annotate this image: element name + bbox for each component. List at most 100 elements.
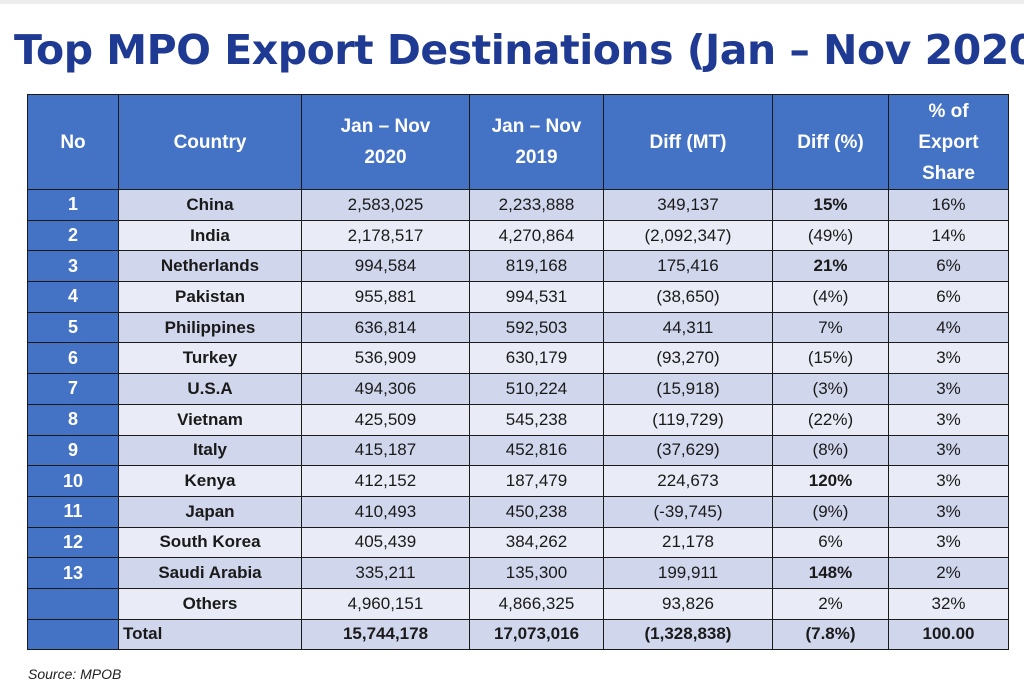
cell-country: Philippines <box>118 311 302 344</box>
cell-no: 9 <box>27 434 119 467</box>
cell-no: 10 <box>27 465 119 497</box>
cell-no: 3 <box>27 250 119 283</box>
cell-y2019: 384,262 <box>469 526 604 559</box>
cell-country: Saudi Arabia <box>118 557 302 589</box>
cell-diff-pct: (49%) <box>772 219 889 252</box>
cell-diff-mt: 175,416 <box>603 250 773 283</box>
cell-country: Netherlands <box>118 250 302 283</box>
cell-diff-pct: (4%) <box>772 281 889 313</box>
total-diff-mt: (1,328,838) <box>603 618 773 651</box>
cell-country: Italy <box>118 434 302 467</box>
header-diff-mt: Diff (MT) <box>603 94 773 190</box>
cell-diff-pct: 2% <box>772 587 889 620</box>
cell-no: 6 <box>27 342 119 375</box>
cell-country: Vietnam <box>118 403 302 436</box>
header-2019: Jan – Nov 2019 <box>469 94 604 190</box>
cell-share: 6% <box>888 281 1009 313</box>
cell-diff-mt: 199,911 <box>603 557 773 589</box>
table-row: 12 South Korea 405,439 384,262 21,178 6% 3% <box>27 526 1009 559</box>
total-y2020: 15,744,178 <box>301 618 470 651</box>
cell-no: 1 <box>27 189 119 221</box>
cell-diff-mt: (15,918) <box>603 373 773 405</box>
cell-diff-pct: 21% <box>772 250 889 283</box>
cell-y2020: 955,881 <box>301 281 470 313</box>
source-note: Source: MPOB <box>28 666 122 682</box>
table-header-row: No Country Jan – Nov 2020 Jan – Nov 2019 D… <box>27 94 1009 190</box>
cell-share: 6% <box>888 250 1009 283</box>
cell-y2019: 2,233,888 <box>469 189 604 221</box>
cell-y2019: 452,816 <box>469 434 604 467</box>
cell-share: 14% <box>888 219 1009 252</box>
cell-country: Turkey <box>118 342 302 375</box>
cell-share: 3% <box>888 434 1009 467</box>
cell-diff-pct: (15%) <box>772 342 889 375</box>
cell-y2020: 412,152 <box>301 465 470 497</box>
cell-share: 32% <box>888 587 1009 620</box>
table-body: 1 China 2,583,025 2,233,888 349,137 15% 16% 2 In… <box>27 189 1009 651</box>
total-row: Total 15,744,178 17,073,016 (1,328,838) (7.8… <box>27 618 1009 651</box>
header-country: Country <box>118 94 302 190</box>
cell-y2020: 4,960,151 <box>301 587 470 620</box>
table-row: 9 Italy 415,187 452,816 (37,629) (8%) 3% <box>27 434 1009 467</box>
cell-country: India <box>118 219 302 252</box>
cell-y2020: 335,211 <box>301 557 470 589</box>
cell-y2020: 415,187 <box>301 434 470 467</box>
cell-diff-mt: (37,629) <box>603 434 773 467</box>
cell-diff-pct: (22%) <box>772 403 889 436</box>
cell-y2019: 135,300 <box>469 557 604 589</box>
cell-y2020: 2,583,025 <box>301 189 470 221</box>
cell-share: 16% <box>888 189 1009 221</box>
header-no: No <box>27 94 119 190</box>
table-row: 10 Kenya 412,152 187,479 224,673 120% 3% <box>27 465 1009 497</box>
cell-y2020: 2,178,517 <box>301 219 470 252</box>
cell-y2020: 636,814 <box>301 311 470 344</box>
cell-diff-pct: (3%) <box>772 373 889 405</box>
cell-diff-mt: (38,650) <box>603 281 773 313</box>
cell-no: 2 <box>27 219 119 252</box>
cell-y2020: 536,909 <box>301 342 470 375</box>
cell-diff-mt: (119,729) <box>603 403 773 436</box>
cell-y2020: 994,584 <box>301 250 470 283</box>
header-2020: Jan – Nov 2020 <box>301 94 470 190</box>
table-row: Others 4,960,151 4,866,325 93,826 2% 32% <box>27 587 1009 620</box>
cell-share: 3% <box>888 465 1009 497</box>
cell-y2019: 4,270,864 <box>469 219 604 252</box>
total-y2019: 17,073,016 <box>469 618 604 651</box>
cell-y2019: 819,168 <box>469 250 604 283</box>
cell-share: 3% <box>888 495 1009 528</box>
total-diff-pct: (7.8%) <box>772 618 889 651</box>
cell-diff-mt: 21,178 <box>603 526 773 559</box>
cell-y2019: 4,866,325 <box>469 587 604 620</box>
cell-diff-mt: (2,092,347) <box>603 219 773 252</box>
cell-diff-mt: 93,826 <box>603 587 773 620</box>
cell-diff-pct: 148% <box>772 557 889 589</box>
cell-share: 3% <box>888 342 1009 375</box>
cell-country: Japan <box>118 495 302 528</box>
total-label: Total <box>118 618 302 651</box>
table-row: 3 Netherlands 994,584 819,168 175,416 21% 6% <box>27 250 1009 283</box>
cell-y2019: 450,238 <box>469 495 604 528</box>
table-row: 4 Pakistan 955,881 994,531 (38,650) (4%) 6% <box>27 281 1009 313</box>
cell-diff-mt: (-39,745) <box>603 495 773 528</box>
total-share: 100.00 <box>888 618 1009 651</box>
cell-country: China <box>118 189 302 221</box>
table-row: 7 U.S.A 494,306 510,224 (15,918) (3%) 3% <box>27 373 1009 405</box>
table-row: 2 India 2,178,517 4,270,864 (2,092,347) (49%)… <box>27 219 1009 252</box>
cell-diff-pct: (9%) <box>772 495 889 528</box>
cell-no: 7 <box>27 373 119 405</box>
cell-diff-mt: (93,270) <box>603 342 773 375</box>
cell-no: 5 <box>27 311 119 344</box>
cell-share: 2% <box>888 557 1009 589</box>
cell-no: 13 <box>27 557 119 589</box>
cell-country: Others <box>118 587 302 620</box>
table-row: 8 Vietnam 425,509 545,238 (119,729) (22%) 3% <box>27 403 1009 436</box>
header-diff-pct: Diff (%) <box>772 94 889 190</box>
cell-share: 3% <box>888 526 1009 559</box>
cell-country: Pakistan <box>118 281 302 313</box>
cell-y2019: 630,179 <box>469 342 604 375</box>
cell-no: 12 <box>27 526 119 559</box>
cell-diff-mt: 224,673 <box>603 465 773 497</box>
cell-share: 3% <box>888 403 1009 436</box>
cell-no: 11 <box>27 495 119 528</box>
cell-diff-pct: (8%) <box>772 434 889 467</box>
